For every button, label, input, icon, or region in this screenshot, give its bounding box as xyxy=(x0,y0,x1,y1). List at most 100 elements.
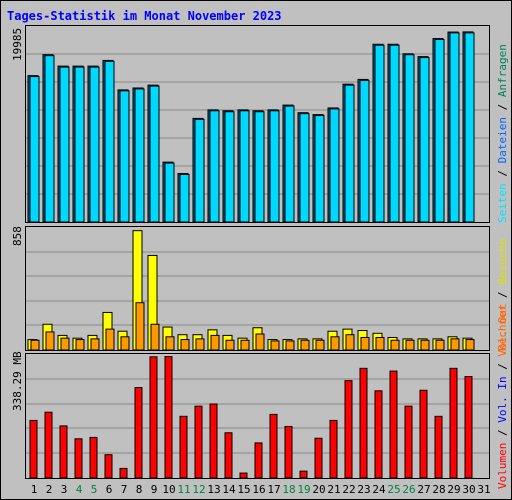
bar-rechner-7 xyxy=(120,336,130,351)
bar-dateien-4 xyxy=(74,66,85,223)
bar-rechner-26 xyxy=(405,339,415,351)
bar-dateien-16 xyxy=(254,111,265,223)
bar-rechner-6 xyxy=(105,328,115,351)
bar-dateien-8 xyxy=(134,88,145,223)
x-label-14: 14 xyxy=(222,483,236,496)
bar-volumen-3 xyxy=(59,425,68,479)
volume-ymax-label: 338.29 MB xyxy=(11,351,24,411)
legend-volumen: Volumen xyxy=(496,442,509,489)
bar-dateien-5 xyxy=(89,66,100,223)
volume-panel xyxy=(25,353,490,479)
bar-dateien-2 xyxy=(44,55,55,223)
bar-volumen-11 xyxy=(179,415,188,479)
x-label-25: 25 xyxy=(387,483,401,496)
requests-ymax-label: 19985 xyxy=(11,27,24,61)
bar-volumen-28 xyxy=(434,415,443,479)
x-label-15: 15 xyxy=(237,483,251,496)
bar-rechner-8 xyxy=(135,302,145,351)
bar-volumen-25 xyxy=(389,370,398,479)
legend-besuche: Besuche xyxy=(496,238,509,285)
bar-rechner-20 xyxy=(315,339,325,351)
bar-dateien-14 xyxy=(224,111,235,223)
bar-volumen-17 xyxy=(269,413,278,479)
bar-rechner-15 xyxy=(240,339,250,351)
bar-rechner-13 xyxy=(210,334,220,351)
x-label-13: 13 xyxy=(207,483,221,496)
bar-dateien-27 xyxy=(419,57,430,223)
x-label-18: 18 xyxy=(282,483,296,496)
bar-rechner-23 xyxy=(360,336,370,351)
bar-volumen-29 xyxy=(449,367,458,479)
bar-dateien-11 xyxy=(179,173,190,223)
x-label-26: 26 xyxy=(402,483,416,496)
x-label-21: 21 xyxy=(327,483,341,496)
bar-dateien-29 xyxy=(449,32,460,223)
bar-rechner-9 xyxy=(150,323,160,351)
x-label-12: 12 xyxy=(192,483,206,496)
x-label-1: 1 xyxy=(30,483,38,496)
x-label-9: 9 xyxy=(150,483,158,496)
x-label-8: 8 xyxy=(135,483,143,496)
bar-volumen-4 xyxy=(74,438,83,479)
bar-dateien-9 xyxy=(149,85,160,223)
requests-panel xyxy=(25,25,490,223)
bar-dateien-3 xyxy=(59,66,70,223)
bar-volumen-9 xyxy=(149,356,158,479)
legend-bot: Volumen / Vol. In / Vol. Out xyxy=(496,303,509,489)
bar-rechner-28 xyxy=(435,339,445,351)
bar-volumen-20 xyxy=(314,437,323,479)
bar-volumen-14 xyxy=(224,432,233,479)
bar-rechner-22 xyxy=(345,334,355,351)
x-axis: 1 2 3 4 5 6 7 8 9 10 11 12 13 14 15 16 17 18 19 20 21 22 23 24 2… xyxy=(25,483,491,497)
chart-title: Tages-Statistik im Monat November 2023 xyxy=(7,9,282,23)
bar-rechner-25 xyxy=(390,339,400,351)
bar-volumen-1 xyxy=(29,419,38,479)
bar-rechner-1 xyxy=(30,339,40,351)
legend-seiten: Seiten xyxy=(496,183,509,223)
bar-dateien-23 xyxy=(359,79,370,223)
bar-volumen-26 xyxy=(404,405,413,479)
visits-chart xyxy=(26,230,489,351)
bar-rechner-5 xyxy=(90,338,100,351)
x-label-16: 16 xyxy=(252,483,266,496)
x-label-31: 31 xyxy=(477,483,491,496)
bar-volumen-27 xyxy=(419,389,428,479)
x-label-30: 30 xyxy=(462,483,476,496)
bar-rechner-3 xyxy=(60,337,70,351)
bar-dateien-13 xyxy=(209,110,220,223)
bar-volumen-8 xyxy=(134,387,143,479)
bar-dateien-12 xyxy=(194,118,205,223)
bar-volumen-24 xyxy=(374,390,383,479)
bar-rechner-16 xyxy=(255,333,265,351)
bar-rechner-17 xyxy=(270,340,280,351)
bar-volumen-15 xyxy=(239,472,248,479)
bar-dateien-28 xyxy=(434,39,445,223)
bar-dateien-22 xyxy=(344,84,355,223)
bar-dateien-17 xyxy=(269,110,280,223)
x-label-23: 23 xyxy=(357,483,371,496)
x-label-17: 17 xyxy=(267,483,281,496)
bar-dateien-15 xyxy=(239,110,250,223)
bar-rechner-2 xyxy=(45,331,55,351)
legend-vol-out: Vol. Out xyxy=(496,303,509,357)
bar-rechner-21 xyxy=(330,336,340,351)
bar-dateien-18 xyxy=(284,105,295,223)
bar-volumen-6 xyxy=(104,454,113,479)
visits-ymax-label: 858 xyxy=(11,226,24,246)
bar-volumen-13 xyxy=(209,403,218,479)
bar-volumen-2 xyxy=(44,411,53,479)
bar-dateien-30 xyxy=(464,32,475,223)
bar-dateien-1 xyxy=(29,76,40,223)
volume-chart xyxy=(26,356,489,479)
x-label-10: 10 xyxy=(162,483,176,496)
bar-volumen-5 xyxy=(89,436,98,479)
requests-chart xyxy=(26,31,489,223)
bar-rechner-14 xyxy=(225,339,235,351)
bar-rechner-18 xyxy=(285,340,295,351)
bar-volumen-30 xyxy=(464,376,473,479)
bar-rechner-24 xyxy=(375,336,385,351)
x-label-2: 2 xyxy=(45,483,53,496)
bar-rechner-4 xyxy=(75,339,85,351)
bar-dateien-10 xyxy=(164,162,175,223)
bar-rechner-27 xyxy=(420,339,430,351)
